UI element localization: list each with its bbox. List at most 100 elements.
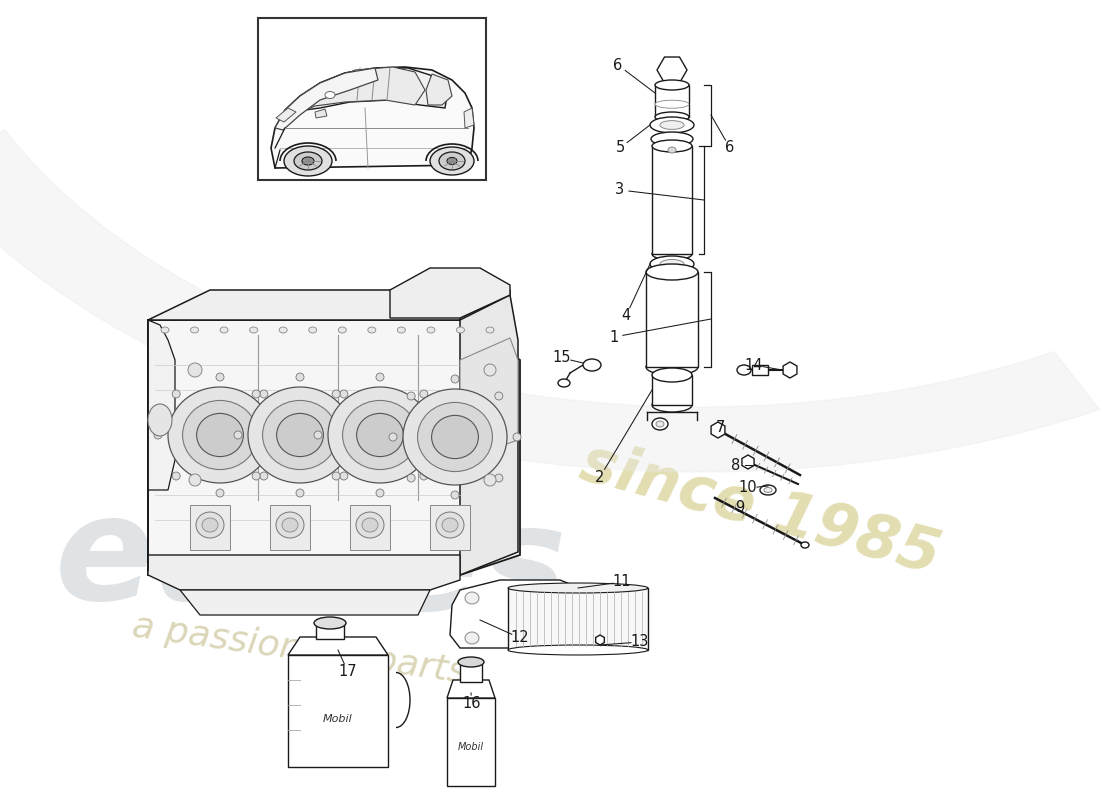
Ellipse shape bbox=[407, 474, 415, 482]
Ellipse shape bbox=[430, 147, 474, 175]
Ellipse shape bbox=[442, 518, 458, 532]
Ellipse shape bbox=[220, 327, 228, 333]
Ellipse shape bbox=[418, 402, 493, 471]
Ellipse shape bbox=[339, 327, 346, 333]
Ellipse shape bbox=[737, 365, 751, 375]
Ellipse shape bbox=[197, 414, 243, 457]
Ellipse shape bbox=[173, 390, 180, 398]
Polygon shape bbox=[450, 580, 600, 648]
Text: 3: 3 bbox=[615, 182, 625, 198]
Text: since 1985: since 1985 bbox=[574, 434, 946, 586]
Polygon shape bbox=[390, 268, 510, 318]
Ellipse shape bbox=[190, 327, 198, 333]
Ellipse shape bbox=[484, 364, 496, 376]
Bar bbox=[316, 623, 344, 639]
Text: 9: 9 bbox=[736, 501, 745, 515]
Ellipse shape bbox=[340, 472, 348, 480]
Text: euro: euro bbox=[55, 490, 430, 630]
Text: a passion for parts: a passion for parts bbox=[130, 610, 469, 690]
Ellipse shape bbox=[420, 390, 428, 398]
Ellipse shape bbox=[362, 518, 378, 532]
Polygon shape bbox=[711, 422, 725, 438]
Polygon shape bbox=[315, 109, 327, 118]
Ellipse shape bbox=[458, 657, 484, 667]
Ellipse shape bbox=[439, 152, 465, 170]
Ellipse shape bbox=[189, 474, 201, 486]
Ellipse shape bbox=[356, 414, 404, 457]
Ellipse shape bbox=[656, 421, 664, 427]
Ellipse shape bbox=[427, 327, 434, 333]
Ellipse shape bbox=[436, 512, 464, 538]
Text: Mobil: Mobil bbox=[458, 742, 484, 752]
Ellipse shape bbox=[583, 359, 601, 371]
Ellipse shape bbox=[484, 474, 496, 486]
Polygon shape bbox=[275, 68, 378, 130]
Ellipse shape bbox=[309, 327, 317, 333]
Ellipse shape bbox=[279, 327, 287, 333]
Ellipse shape bbox=[801, 542, 808, 548]
Text: 6: 6 bbox=[725, 141, 735, 155]
Bar bbox=[654, 85, 689, 117]
Ellipse shape bbox=[202, 518, 218, 532]
Polygon shape bbox=[180, 590, 430, 615]
Ellipse shape bbox=[650, 256, 694, 272]
Text: 16: 16 bbox=[463, 697, 482, 711]
Ellipse shape bbox=[431, 415, 478, 458]
Ellipse shape bbox=[654, 112, 689, 122]
Ellipse shape bbox=[447, 158, 456, 165]
Polygon shape bbox=[271, 67, 474, 168]
Text: 12: 12 bbox=[510, 630, 529, 646]
Ellipse shape bbox=[646, 359, 698, 375]
Polygon shape bbox=[783, 362, 796, 378]
Ellipse shape bbox=[465, 632, 478, 644]
Ellipse shape bbox=[168, 387, 272, 483]
Text: 5: 5 bbox=[615, 141, 625, 155]
Bar bbox=[652, 375, 692, 405]
Ellipse shape bbox=[652, 140, 692, 152]
Ellipse shape bbox=[263, 401, 338, 470]
Ellipse shape bbox=[760, 485, 775, 495]
Text: 14: 14 bbox=[745, 358, 763, 373]
Ellipse shape bbox=[296, 373, 304, 381]
Ellipse shape bbox=[651, 132, 693, 146]
Text: 2: 2 bbox=[595, 470, 605, 485]
Polygon shape bbox=[148, 320, 520, 575]
Ellipse shape bbox=[508, 645, 648, 655]
Text: 13: 13 bbox=[630, 634, 649, 650]
Polygon shape bbox=[310, 67, 425, 108]
Ellipse shape bbox=[652, 368, 692, 382]
Ellipse shape bbox=[654, 100, 689, 108]
Bar bbox=[508, 588, 648, 650]
Bar bbox=[652, 146, 692, 254]
Polygon shape bbox=[460, 338, 518, 460]
Polygon shape bbox=[288, 637, 388, 655]
Bar bbox=[460, 664, 482, 682]
Polygon shape bbox=[148, 555, 460, 590]
Bar bbox=[270, 505, 310, 550]
Ellipse shape bbox=[652, 248, 692, 260]
Ellipse shape bbox=[367, 327, 376, 333]
Ellipse shape bbox=[302, 157, 313, 165]
Ellipse shape bbox=[420, 472, 428, 480]
Text: res: res bbox=[310, 499, 568, 641]
Ellipse shape bbox=[376, 373, 384, 381]
Polygon shape bbox=[426, 74, 452, 105]
Text: 11: 11 bbox=[613, 574, 631, 590]
Ellipse shape bbox=[314, 431, 322, 439]
Ellipse shape bbox=[652, 418, 668, 430]
Ellipse shape bbox=[250, 327, 257, 333]
Ellipse shape bbox=[148, 404, 172, 436]
Polygon shape bbox=[741, 455, 755, 469]
Ellipse shape bbox=[216, 373, 224, 381]
Polygon shape bbox=[657, 57, 688, 83]
Ellipse shape bbox=[276, 414, 323, 457]
Ellipse shape bbox=[196, 512, 224, 538]
Ellipse shape bbox=[278, 431, 286, 439]
Bar bbox=[258, 18, 486, 180]
Text: Mobil: Mobil bbox=[323, 714, 353, 724]
Ellipse shape bbox=[276, 512, 304, 538]
Ellipse shape bbox=[252, 390, 261, 398]
Ellipse shape bbox=[284, 146, 332, 176]
Polygon shape bbox=[148, 290, 510, 320]
Ellipse shape bbox=[358, 431, 366, 439]
